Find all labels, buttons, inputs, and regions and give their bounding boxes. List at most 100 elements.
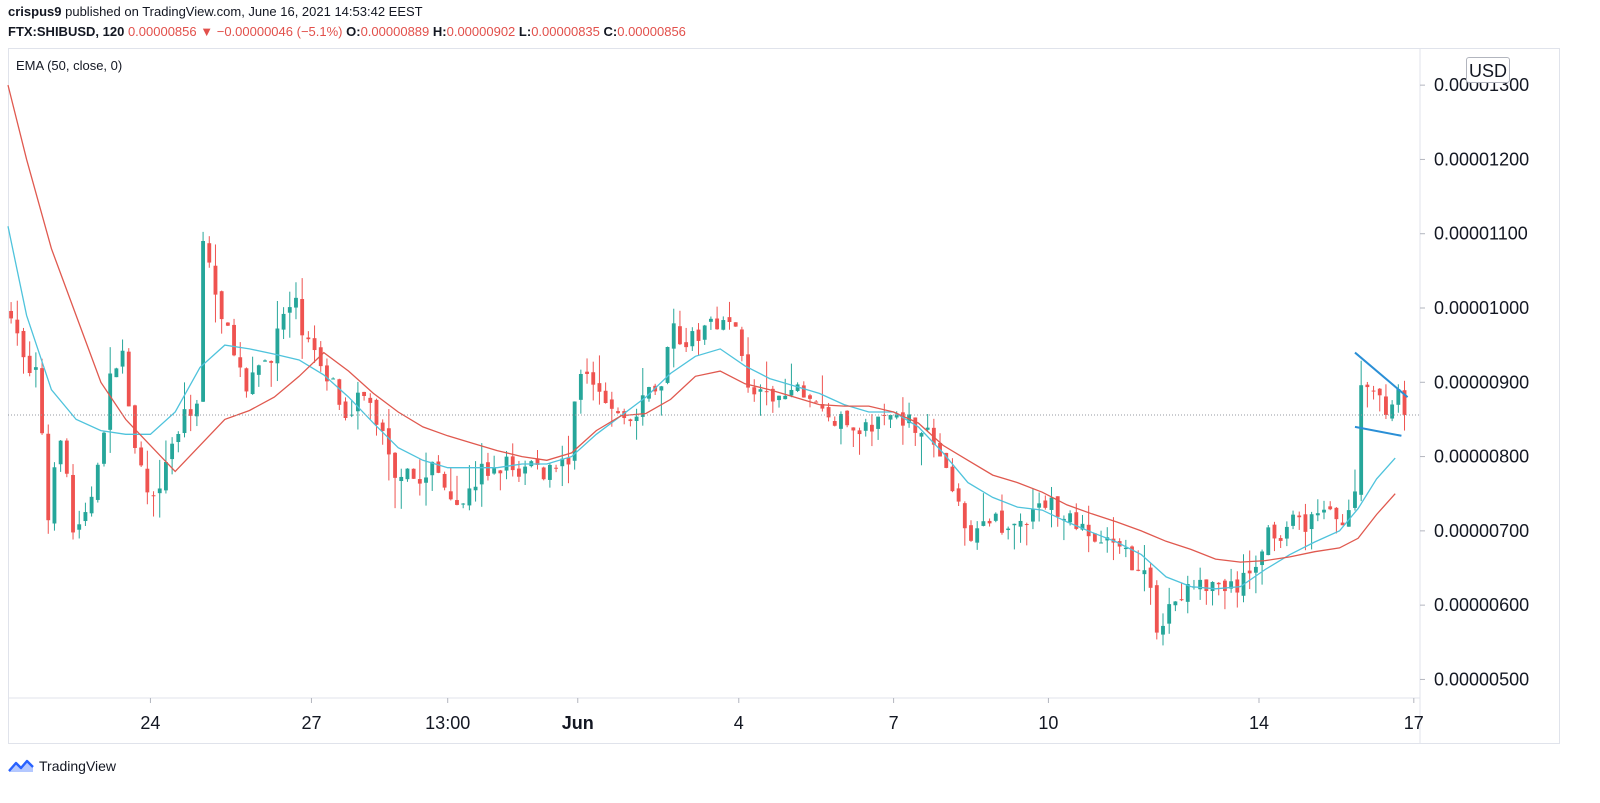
candle-body: [1346, 510, 1351, 527]
chart-frame[interactable]: [8, 48, 1560, 744]
y-tick-label: 0.00000700: [1434, 521, 1529, 541]
candle-body: [1161, 625, 1165, 635]
x-tick-label: Jun: [562, 713, 594, 733]
candle-body: [900, 412, 905, 426]
candle-body: [609, 399, 614, 409]
candle-body: [1291, 514, 1295, 526]
candle-body: [349, 414, 354, 416]
candle-body: [479, 463, 484, 485]
candle-body: [139, 447, 144, 466]
candle-body: [857, 430, 862, 435]
candle-body: [1006, 528, 1011, 531]
author-name[interactable]: crispus9: [8, 4, 62, 19]
candle-body: [523, 466, 528, 474]
candle-body: [969, 525, 973, 541]
candle-body: [64, 440, 69, 474]
candle-body: [1284, 526, 1289, 539]
candle-body: [77, 524, 82, 530]
candle-body: [1198, 579, 1203, 590]
candle-body: [176, 434, 181, 443]
candle-body: [188, 409, 193, 416]
ema-layer: [7, 84, 1396, 590]
close-value: 0.00000856: [617, 24, 686, 39]
candle-body: [374, 399, 379, 425]
candle-body: [622, 411, 627, 419]
candle-body: [1309, 514, 1314, 530]
y-tick-label: 0.00001100: [1434, 224, 1528, 244]
candle-body: [256, 365, 261, 375]
last-price: 0.00000856: [127, 24, 197, 39]
open-label: O:: [346, 24, 361, 39]
candle-body: [213, 265, 218, 295]
candle-body: [207, 243, 212, 263]
ema-indicator-label[interactable]: EMA (50, close, 0): [16, 58, 123, 73]
candle-body: [795, 384, 800, 391]
candle-body: [263, 360, 267, 362]
candle-body: [473, 486, 478, 491]
candle-body: [708, 318, 713, 322]
candle-body: [585, 371, 589, 374]
x-tick-label: 4: [734, 713, 744, 733]
candle-body: [1000, 510, 1004, 533]
candle-body: [1315, 513, 1320, 516]
candle-body: [225, 322, 230, 326]
candle-body: [832, 421, 837, 426]
candle-body: [492, 468, 497, 474]
candle-body: [956, 488, 961, 502]
candle-body: [1359, 385, 1364, 495]
candle-body: [269, 361, 274, 363]
candle-body: [888, 414, 893, 420]
symbol-legend: FTX:SHIBUSD, 120 0.00000856 ▼ −0.0000004…: [8, 22, 686, 42]
candle-body: [399, 476, 404, 482]
currency-button[interactable]: USD: [1466, 57, 1510, 83]
y-tick-label: 0.00000500: [1434, 669, 1529, 689]
candle-body: [114, 368, 119, 378]
low-label: L:: [518, 24, 532, 39]
candle-body: [331, 378, 336, 380]
candle-body: [164, 461, 168, 491]
candle-body: [981, 521, 986, 526]
candle-body: [151, 495, 156, 497]
symbol-name[interactable]: FTX:SHIBUSD, 120: [8, 24, 125, 39]
candle-body: [1396, 389, 1401, 405]
candle-body: [1055, 496, 1060, 517]
candle-body: [126, 351, 131, 407]
candle-body: [442, 473, 447, 488]
candle-body: [1353, 491, 1357, 508]
candle-body: [157, 488, 162, 494]
tradingview-brand[interactable]: TradingView: [39, 758, 117, 774]
candle-body: [102, 432, 106, 464]
candle-body: [1371, 390, 1376, 392]
candle-body: [1223, 580, 1227, 592]
candle-body: [1173, 601, 1178, 606]
candle-body: [1260, 551, 1264, 566]
x-tick-label: 10: [1038, 713, 1058, 733]
candle-body: [783, 395, 788, 400]
candle-body: [554, 467, 558, 469]
tradingview-footer: TradingView: [8, 758, 116, 774]
overlay-layer: [8, 351, 1420, 437]
candle-body: [386, 428, 391, 455]
candle-body: [702, 325, 707, 340]
candle-body: [727, 317, 732, 322]
candle-body: [46, 433, 51, 521]
candle-body: [281, 313, 286, 330]
x-tick-label: 27: [301, 713, 321, 733]
candle-body: [1154, 585, 1159, 633]
candle-body: [1384, 396, 1388, 415]
candle-body: [733, 322, 738, 327]
candle-body: [1377, 388, 1382, 396]
candle-body: [71, 474, 75, 533]
y-tick-label: 0.00001000: [1434, 298, 1529, 318]
candle-body: [1043, 500, 1048, 508]
candle-body: [876, 416, 881, 429]
candle-body: [1074, 512, 1079, 529]
candle-body: [950, 466, 955, 492]
candle-body: [944, 452, 949, 468]
candle-body: [975, 528, 980, 543]
candle-body: [777, 395, 781, 401]
candle-body: [616, 411, 620, 414]
candle-body: [15, 319, 20, 334]
candle-body: [789, 389, 794, 396]
